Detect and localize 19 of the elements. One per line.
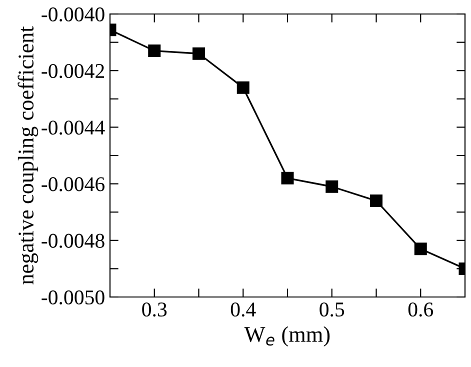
y-tick-label: -0.0046 <box>42 177 105 192</box>
point <box>236 81 250 94</box>
x-axis-title: W$_{e}$ (mm) <box>244 326 330 346</box>
y-tick-label: -0.0042 <box>42 64 104 78</box>
y-tick-label: -0.0050 <box>42 290 104 305</box>
y-tick-label: -0.0044 <box>42 120 105 135</box>
y-tick-label: -0.0048 <box>42 234 104 248</box>
y-tick-label: -0.0040 <box>42 7 104 22</box>
x-tick-label: 0.6 <box>408 302 434 317</box>
point <box>192 47 205 60</box>
point <box>281 172 294 184</box>
x-tick-label: 0.5 <box>320 302 344 317</box>
x-tick-label: 0.4 <box>230 302 256 317</box>
y-axis-title: negative coupling coefficient <box>18 26 38 284</box>
point <box>326 180 338 193</box>
point <box>148 44 161 58</box>
point <box>370 194 382 208</box>
point <box>414 242 427 256</box>
x-tick-label: 0.3 <box>142 302 167 317</box>
